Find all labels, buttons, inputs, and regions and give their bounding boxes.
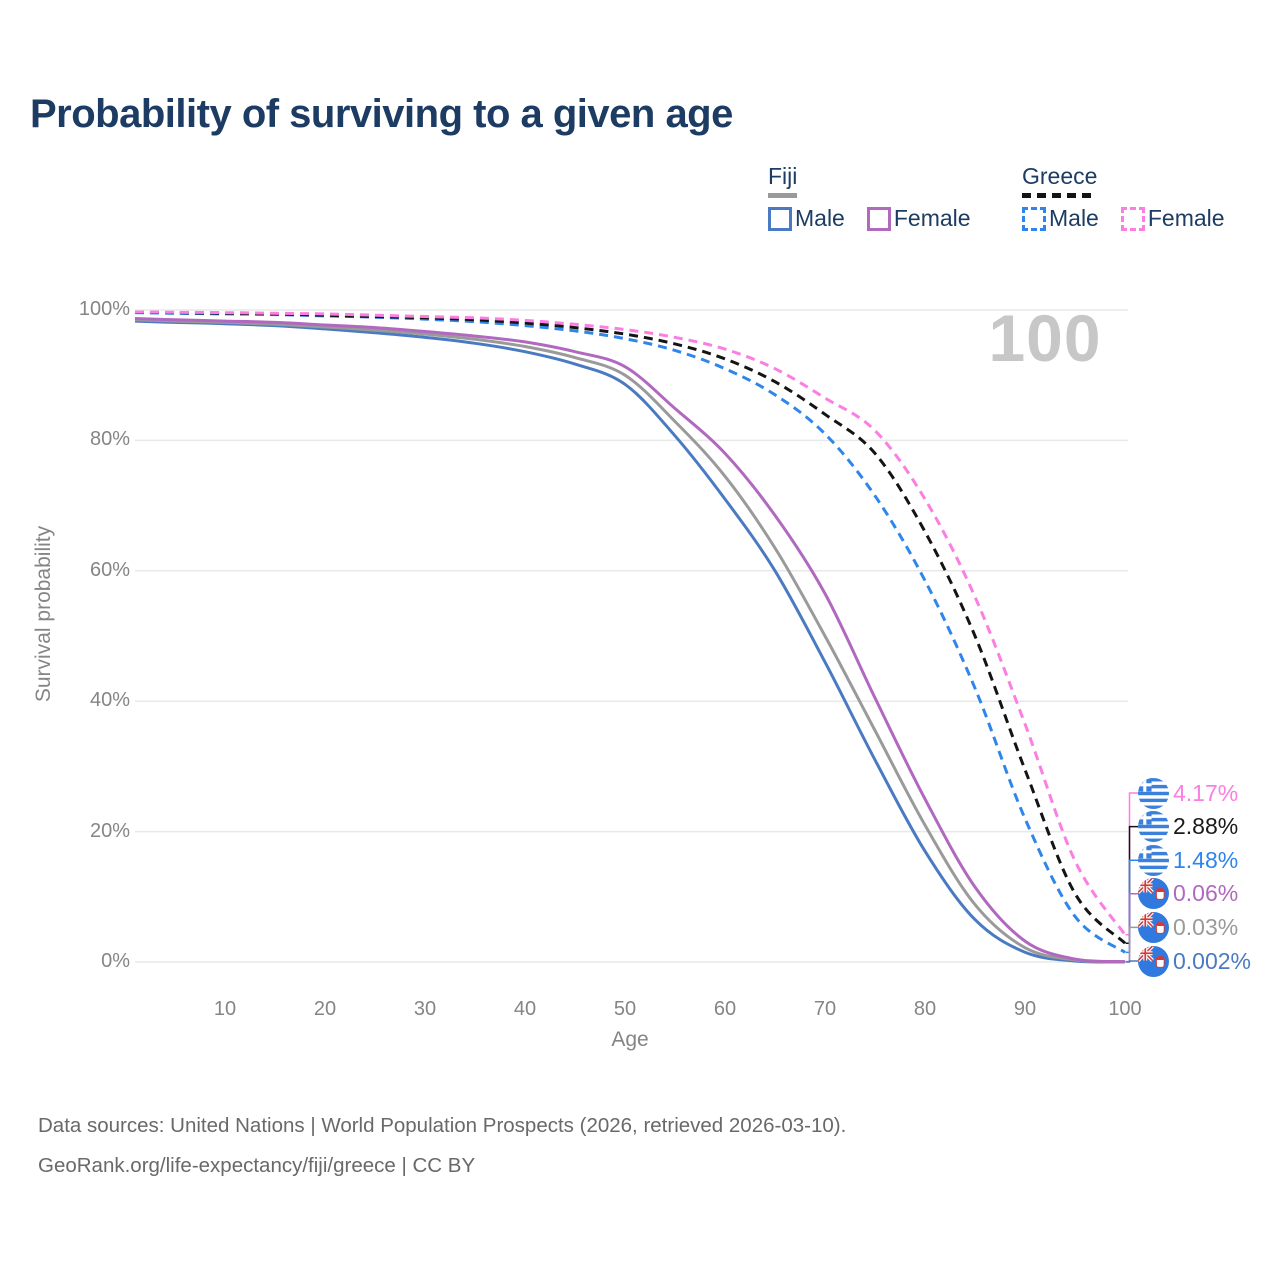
legend-label-greece-male: Male bbox=[1049, 205, 1099, 231]
legend-item-greece-female[interactable]: Female bbox=[1120, 205, 1225, 232]
end-label-greece-female: 4.17% bbox=[1138, 777, 1238, 810]
greece-flag-icon bbox=[1138, 777, 1169, 809]
legend-label-fiji-female: Female bbox=[893, 205, 971, 231]
x-tick-40: 40 bbox=[513, 998, 537, 1020]
legend-country-fiji: Fiji bbox=[768, 163, 798, 189]
chart-title: Probability of surviving to a given age bbox=[30, 92, 733, 136]
legend-label-greece-female: Female bbox=[1147, 205, 1225, 231]
y-tick-20%: 20% bbox=[89, 819, 130, 842]
end-value-greece-male: 1.48% bbox=[1173, 846, 1239, 873]
greece-dashed-line-swatch bbox=[1022, 193, 1098, 198]
leader-line-greece bbox=[1125, 825, 1138, 944]
legend-label-fiji-male: Male bbox=[795, 205, 845, 231]
legend-country-greece: Greece bbox=[1022, 163, 1098, 189]
x-tick-20: 20 bbox=[313, 998, 337, 1020]
legend-item-fiji-male[interactable]: Male bbox=[768, 205, 845, 232]
attribution-note: GeoRank.org/life-expectancy/fiji/greece … bbox=[38, 1154, 476, 1177]
y-tick-100%: 100% bbox=[78, 298, 130, 320]
y-tick-0%: 0% bbox=[101, 950, 130, 972]
footer: Data sources: United Nations | World Pop… bbox=[38, 1106, 846, 1186]
curve-greece-female bbox=[134, 310, 1127, 936]
curve-fiji-female bbox=[134, 316, 1126, 964]
end-value-greece-female: 4.17% bbox=[1173, 779, 1239, 806]
leader-line-greece-female bbox=[1125, 792, 1138, 936]
end-label-fiji: 0.03% bbox=[1138, 911, 1238, 944]
x-tick-10: 10 bbox=[213, 998, 237, 1020]
x-axis-title: Age bbox=[611, 1028, 649, 1051]
end-label-greece: 2.88% bbox=[1138, 810, 1238, 843]
x-tick-90: 90 bbox=[1013, 998, 1037, 1020]
x-tick-100: 100 bbox=[1108, 998, 1142, 1020]
y-tick-60%: 60% bbox=[89, 558, 130, 581]
x-tick-70: 70 bbox=[813, 998, 837, 1020]
legend-group-fiji: Fiji Male Female bbox=[768, 163, 971, 232]
fiji-flag-icon bbox=[1138, 878, 1169, 910]
legend-item-greece-male[interactable]: Male bbox=[1022, 205, 1099, 232]
y-tick-80%: 80% bbox=[89, 428, 130, 451]
fiji-male-checkbox[interactable] bbox=[768, 206, 792, 231]
end-label-greece-male: 1.48% bbox=[1138, 844, 1238, 877]
end-label-fiji-female: 0.06% bbox=[1138, 877, 1238, 910]
end-value-greece: 2.88% bbox=[1173, 813, 1239, 840]
legend-group-greece: Greece Male Female bbox=[1022, 163, 1225, 232]
greece-female-checkbox[interactable] bbox=[1120, 206, 1145, 231]
curve-fiji-male bbox=[134, 319, 1126, 964]
greece-male-checkbox[interactable] bbox=[1022, 206, 1046, 231]
fiji-solid-line-swatch bbox=[768, 193, 798, 198]
leader-line-fiji-male bbox=[1125, 960, 1138, 963]
curve-fiji bbox=[134, 318, 1126, 964]
x-tick-60: 60 bbox=[713, 998, 737, 1020]
hovered-age-watermark: 100 bbox=[988, 301, 1102, 375]
fiji-flag-icon bbox=[1138, 945, 1169, 977]
data-sources-note: Data sources: United Nations | World Pop… bbox=[38, 1114, 847, 1137]
end-value-fiji-female: 0.06% bbox=[1173, 880, 1239, 907]
x-tick-80: 80 bbox=[913, 998, 937, 1020]
end-value-fiji-male: 0.002% bbox=[1173, 947, 1252, 974]
y-axis-title: Survival probability bbox=[32, 525, 55, 703]
y-tick-40%: 40% bbox=[89, 689, 130, 712]
end-value-fiji: 0.03% bbox=[1173, 913, 1239, 940]
legend-item-fiji-female[interactable]: Female bbox=[866, 205, 971, 232]
fiji-flag-icon bbox=[1138, 911, 1169, 943]
greece-flag-icon bbox=[1138, 811, 1169, 843]
greece-flag-icon bbox=[1138, 844, 1169, 876]
leader-line-greece-male bbox=[1125, 859, 1138, 954]
x-tick-30: 30 bbox=[413, 998, 437, 1020]
x-tick-50: 50 bbox=[613, 998, 637, 1020]
end-label-fiji-male: 0.002% bbox=[1138, 945, 1251, 978]
curve-greece bbox=[134, 310, 1127, 945]
leader-line-fiji bbox=[1125, 926, 1138, 963]
curve-greece-male bbox=[134, 311, 1126, 954]
fiji-female-checkbox[interactable] bbox=[866, 206, 891, 231]
